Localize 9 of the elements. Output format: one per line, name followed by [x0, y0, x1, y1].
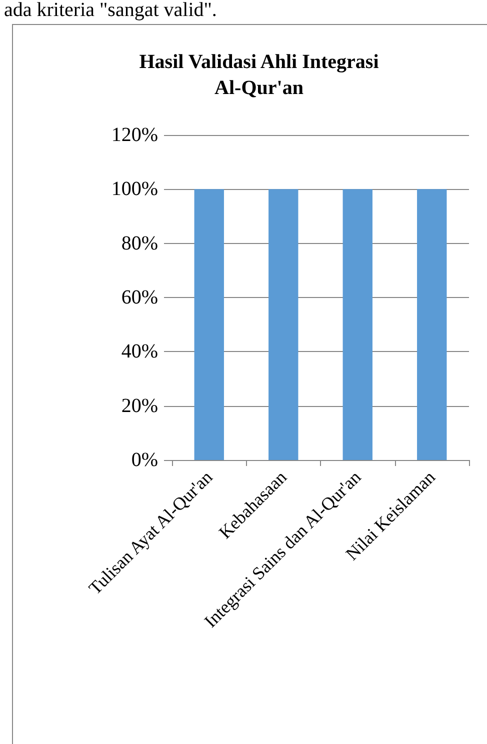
y-tick-label: 120%: [111, 124, 158, 146]
y-tick-label: 20%: [121, 394, 158, 417]
y-tick-label: 80%: [121, 232, 158, 254]
y-tick-label: 40%: [121, 340, 158, 363]
text: ada kriteria "sangat valid".: [4, 0, 217, 21]
y-tick-label: 100%: [111, 178, 158, 200]
y-tick-label: 60%: [121, 286, 158, 308]
y-tick-label: 0%: [131, 449, 158, 471]
chart-title: Hasil Validasi Ahli Integrasi Al-Qur'an: [139, 51, 380, 99]
